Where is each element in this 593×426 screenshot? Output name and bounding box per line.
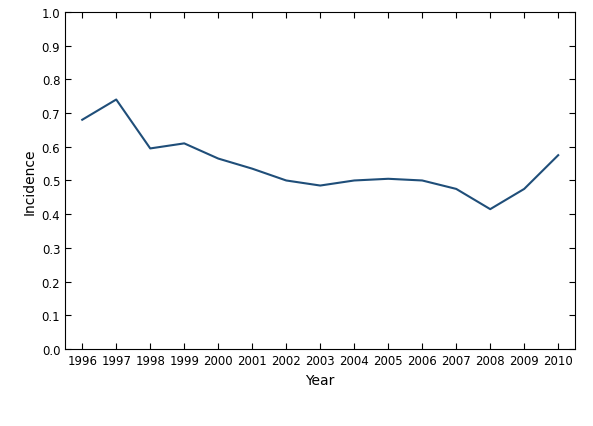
Y-axis label: Incidence: Incidence bbox=[22, 148, 36, 214]
X-axis label: Year: Year bbox=[305, 373, 335, 387]
